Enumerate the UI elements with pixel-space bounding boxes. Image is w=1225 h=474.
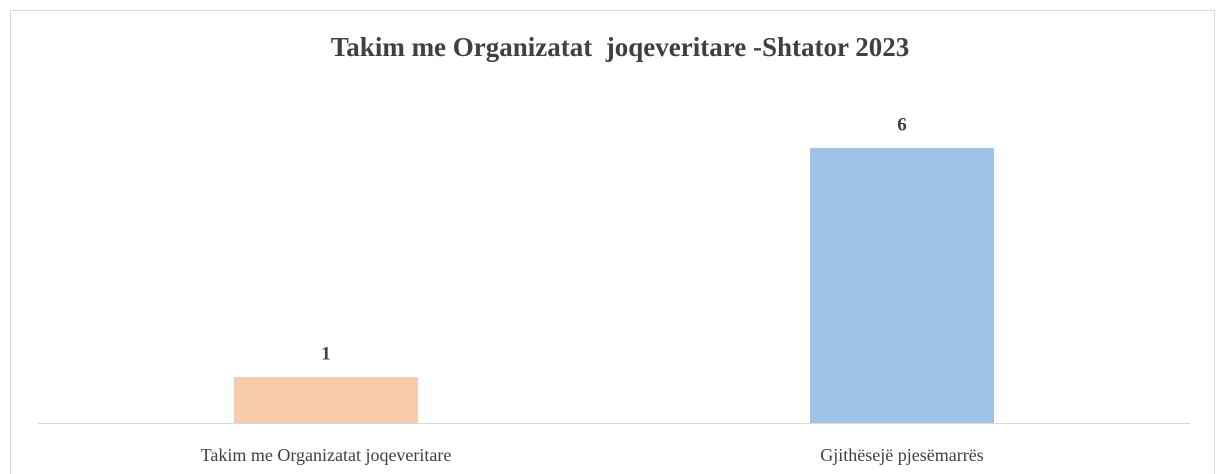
data-label: 1 <box>321 344 331 365</box>
bar <box>810 148 994 423</box>
x-tick-label: Takim me Organizatat joqeveritare <box>201 445 452 465</box>
data-label: 6 <box>897 114 907 135</box>
bar <box>234 377 418 423</box>
x-tick-label: Gjithësejë pjesëmarrës <box>820 445 983 465</box>
chart-title: Takim me Organizatat joqeveritare -Shtat… <box>331 32 909 62</box>
chart-border <box>10 10 1215 474</box>
